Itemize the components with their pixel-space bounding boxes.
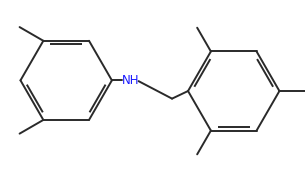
Text: NH: NH [121, 74, 139, 87]
